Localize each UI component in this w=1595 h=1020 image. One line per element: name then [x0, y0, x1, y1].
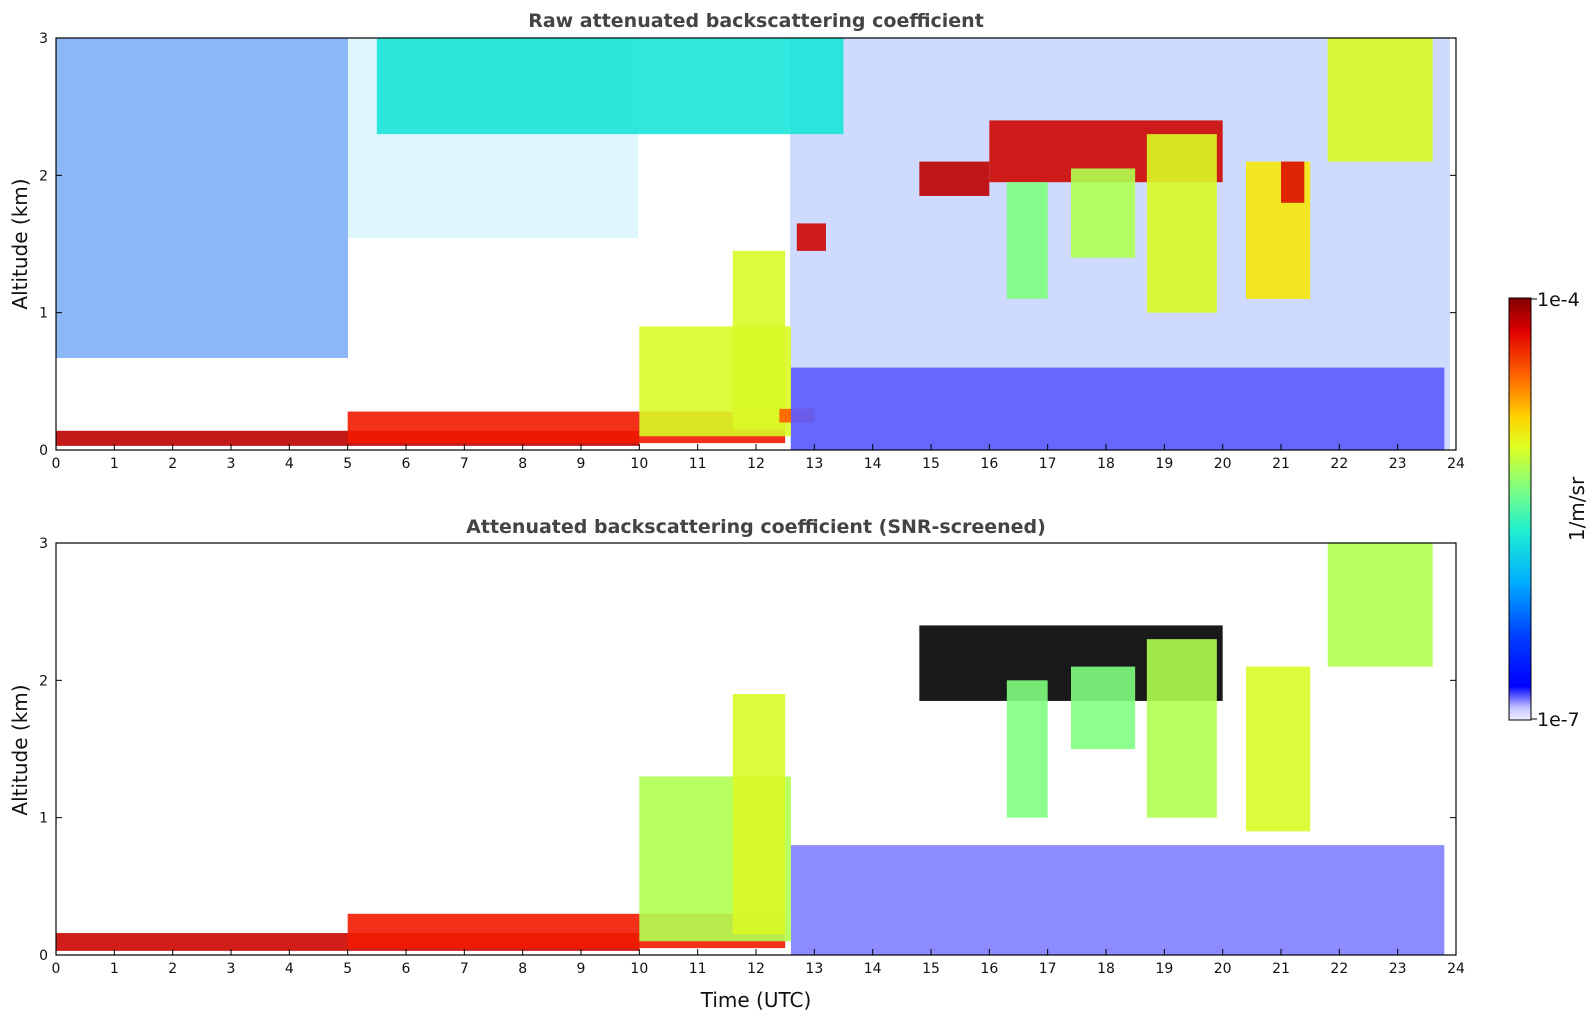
backscatter-region-11: [1146, 134, 1217, 313]
backscatter-region-3: [732, 694, 786, 935]
x-tick-label-15: 15: [922, 456, 940, 472]
x-tick-label-11: 11: [689, 456, 707, 472]
x-tick-label-0: 0: [52, 456, 61, 472]
y-tick-label-1: 1: [39, 811, 48, 827]
panel-raw: Raw attenuated backscattering coefficien…: [8, 10, 1465, 472]
x-tick-label-21: 21: [1272, 456, 1290, 472]
x-tick-label-8: 8: [518, 456, 527, 472]
x-tick-label-21: 21: [1272, 961, 1290, 977]
colorbar-scale: [1508, 297, 1532, 721]
x-tick-label-17: 17: [1039, 456, 1057, 472]
x-tick-label-1: 1: [110, 456, 119, 472]
colorbar-unit-label: 1/m/sr: [1565, 476, 1589, 541]
y-tick-label-2: 2: [39, 673, 48, 689]
x-tick-label-12: 12: [747, 456, 765, 472]
x-tick-label-5: 5: [343, 961, 352, 977]
panel-raw-noise-left: [56, 38, 348, 358]
panel-screened-heatmap: [56, 543, 1456, 955]
x-tick-label-10: 10: [630, 456, 648, 472]
x-tick-label-1: 1: [110, 961, 119, 977]
x-tick-label-13: 13: [805, 961, 823, 977]
y-tick-label-2: 2: [39, 168, 48, 184]
x-tick-label-4: 4: [285, 961, 294, 977]
x-tick-label-22: 22: [1330, 961, 1348, 977]
x-tick-label-22: 22: [1330, 456, 1348, 472]
panel-screened-xlabel: Time (UTC): [700, 988, 812, 1012]
y-tick-label-1: 1: [39, 306, 48, 322]
x-tick-label-2: 2: [168, 961, 177, 977]
x-tick-label-4: 4: [285, 456, 294, 472]
panel-screened: Attenuated backscattering coefficient (S…: [8, 516, 1465, 1012]
x-tick-label-16: 16: [980, 456, 998, 472]
colorbar-min-label: 1e-7: [1537, 709, 1580, 731]
x-tick-label-12: 12: [747, 961, 765, 977]
x-tick-label-14: 14: [864, 961, 882, 977]
x-tick-label-20: 20: [1214, 456, 1232, 472]
backscatter-region-8: [1146, 639, 1217, 818]
panel-raw-cells: [56, 38, 1445, 450]
backscatter-region-6: [1006, 680, 1048, 818]
x-tick-label-6: 6: [402, 961, 411, 977]
backscatter-region-14: [1327, 38, 1433, 162]
backscatter-region-7: [919, 161, 990, 196]
x-tick-label-20: 20: [1214, 961, 1232, 977]
backscatter-region-9: [1246, 666, 1311, 832]
backscatter-region-6: [796, 223, 826, 251]
panel-raw-ylabel: Altitude (km): [8, 178, 32, 309]
x-tick-label-2: 2: [168, 456, 177, 472]
x-tick-label-18: 18: [1097, 456, 1115, 472]
x-tick-label-3: 3: [227, 456, 236, 472]
panel-raw-title: Raw attenuated backscattering coefficien…: [528, 10, 984, 32]
backscatter-region-15: [376, 38, 844, 135]
x-tick-label-10: 10: [630, 961, 648, 977]
x-tick-label-8: 8: [518, 961, 527, 977]
backscatter-region-7: [1071, 666, 1136, 749]
panel-raw-yaxis: 0 1 2 3: [39, 31, 1456, 459]
panel-screened-title: Attenuated backscattering coefficient (S…: [466, 516, 1046, 538]
x-tick-label-15: 15: [922, 961, 940, 977]
x-tick-label-16: 16: [980, 961, 998, 977]
x-tick-label-24: 24: [1447, 456, 1465, 472]
x-tick-label-7: 7: [460, 456, 469, 472]
x-tick-label-14: 14: [864, 456, 882, 472]
panel-screened-yaxis: 0 1 2 3: [39, 536, 1456, 964]
x-tick-label-5: 5: [343, 456, 352, 472]
backscatter-region-4: [791, 845, 1445, 955]
x-tick-label-23: 23: [1389, 456, 1407, 472]
x-tick-label-19: 19: [1155, 456, 1173, 472]
y-tick-label-3: 3: [39, 536, 48, 552]
x-tick-label-19: 19: [1155, 961, 1173, 977]
backscatter-region-3: [732, 250, 786, 430]
colorbar: 1e-4 1e-7 1/m/sr: [1508, 289, 1589, 731]
backscatter-region-9: [1006, 182, 1048, 299]
x-tick-label-17: 17: [1039, 961, 1057, 977]
panel-raw-xaxis: 0 1 2 3 4 5 6 7 8 9 10 11 12 13 14 15 16 17 18 19 20 21 22 23 24: [52, 444, 1465, 472]
panel-screened-cells: [56, 543, 1445, 955]
x-tick-label-7: 7: [460, 961, 469, 977]
x-tick-label-9: 9: [577, 961, 586, 977]
x-tick-label-0: 0: [52, 961, 61, 977]
panel-screened-ylabel: Altitude (km): [8, 684, 32, 815]
backscatter-region-10: [1071, 168, 1136, 258]
backscatter-region-10: [1327, 543, 1433, 667]
x-tick-label-24: 24: [1447, 961, 1465, 977]
panel-screened-xaxis: 0 1 2 3 4 5 6 7 8 9 10 11 12 13 14 15 16 17 18 19 20 21 22 23 24: [52, 949, 1465, 977]
x-tick-label-13: 13: [805, 456, 823, 472]
y-tick-label-0: 0: [39, 948, 48, 964]
x-tick-label-23: 23: [1389, 961, 1407, 977]
x-tick-label-3: 3: [227, 961, 236, 977]
y-tick-label-0: 0: [39, 443, 48, 459]
backscatter-region-5: [791, 367, 1445, 450]
y-tick-label-3: 3: [39, 31, 48, 47]
x-tick-label-11: 11: [689, 961, 707, 977]
colorbar-max-label: 1e-4: [1537, 289, 1580, 311]
x-tick-label-9: 9: [577, 456, 586, 472]
x-tick-label-18: 18: [1097, 961, 1115, 977]
x-tick-label-6: 6: [402, 456, 411, 472]
backscatter-region-13: [1281, 161, 1305, 203]
panel-raw-heatmap: [56, 38, 1456, 450]
